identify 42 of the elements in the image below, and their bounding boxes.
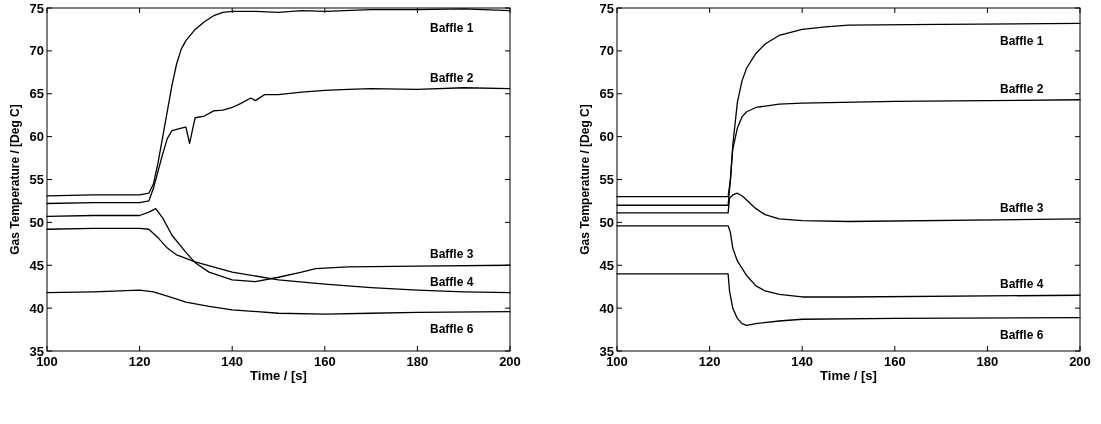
series-label: Baffle 3 — [1000, 201, 1044, 215]
x-tick-label: 160 — [313, 354, 336, 369]
y-axis-title: Gas Temperature / [Deg C] — [578, 104, 592, 255]
y-tick-label: 65 — [599, 86, 614, 102]
y-tick-label: 75 — [599, 0, 614, 16]
y-tick-label: 60 — [29, 129, 44, 145]
y-tick-label: 60 — [599, 129, 614, 145]
y-tick-label: 55 — [29, 172, 44, 188]
y-tick-label: 50 — [599, 214, 614, 230]
series-label: Baffle 3 — [430, 247, 474, 262]
x-tick-label: 140 — [221, 354, 244, 369]
series-label: Baffle 1 — [430, 20, 474, 35]
y-tick-label: 50 — [29, 214, 44, 230]
x-tick-label: 120 — [128, 354, 151, 369]
x-tick-label: 180 — [976, 354, 999, 369]
y-tick-label: 45 — [599, 257, 614, 273]
y-tick-label: 70 — [599, 43, 614, 59]
x-tick-label: 120 — [698, 354, 721, 369]
series-label: Baffle 1 — [1000, 33, 1044, 48]
series-label: Baffle 4 — [1000, 277, 1044, 292]
x-tick-label: 100 — [606, 354, 628, 369]
series-label: Baffle 4 — [430, 274, 474, 289]
x-tick-label: 140 — [791, 354, 814, 369]
y-tick-label: 65 — [29, 86, 44, 102]
x-tick-label: 200 — [1069, 354, 1091, 369]
y-tick-label: 55 — [599, 172, 614, 188]
x-axis-title: Time / [s] — [250, 368, 307, 383]
y-tick-label: 45 — [29, 257, 44, 273]
series-label: Baffle 6 — [1000, 327, 1044, 342]
x-tick-label: 180 — [406, 354, 429, 369]
x-tick-label: 100 — [36, 354, 58, 369]
y-tick-label: 75 — [29, 0, 44, 16]
y-axis-title: Gas Temperature / [Deg C] — [8, 104, 22, 255]
y-tick-label: 40 — [599, 300, 614, 316]
series-label: Baffle 6 — [430, 321, 474, 336]
x-tick-label: 200 — [499, 354, 521, 369]
y-tick-label: 70 — [29, 43, 44, 59]
x-axis-title: Time / [s] — [820, 368, 877, 383]
series-label: Baffle 2 — [1000, 81, 1044, 96]
x-tick-label: 160 — [883, 354, 906, 369]
y-tick-label: 40 — [29, 300, 44, 316]
series-label: Baffle 2 — [430, 70, 474, 85]
